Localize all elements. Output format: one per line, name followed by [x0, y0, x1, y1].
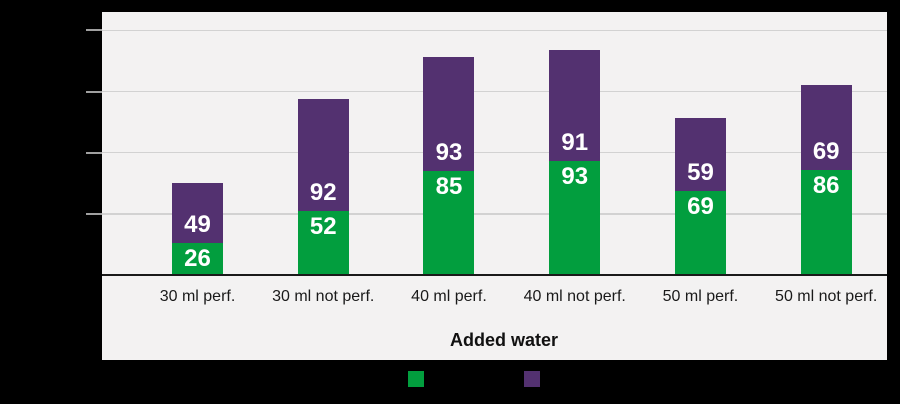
bar-segment-purple: [423, 57, 475, 172]
legend-swatch-purple: [524, 371, 540, 387]
x-axis-title: Added water: [449, 330, 559, 350]
x-axis-category-label: 40 ml not perf.: [523, 288, 626, 305]
legend-swatch-green: [408, 371, 424, 387]
x-axis-category-label: 40 ml perf.: [411, 288, 487, 305]
bar-segment-purple: [297, 98, 349, 212]
y-axis-tick: [86, 90, 102, 93]
x-axis-category-label: 30 ml perf.: [159, 288, 236, 305]
value-label-green: 85: [435, 173, 463, 201]
value-label-green: 69: [687, 192, 714, 220]
x-axis-category-label: 30 ml not perf.: [272, 288, 375, 305]
y-gridline: [102, 151, 887, 154]
y-axis-tick: [86, 151, 102, 154]
chart-area-background: [102, 12, 887, 360]
value-label-green: 26: [184, 245, 211, 273]
x-axis-category-label: 50 ml perf.: [662, 288, 739, 305]
value-label-green: 93: [561, 163, 589, 191]
y-gridline: [102, 29, 887, 32]
value-label-purple: 92: [309, 179, 337, 207]
x-axis-category-label: 50 ml not perf.: [775, 288, 878, 305]
y-gridline: [102, 213, 887, 215]
value-label-purple: 93: [435, 139, 463, 167]
bar-group: 49 26: [172, 12, 223, 275]
bar-segment-purple: [674, 118, 726, 191]
bar-group: 92 52: [297, 12, 349, 275]
value-label-purple: 91: [561, 129, 589, 157]
value-label-purple: 69: [812, 137, 840, 165]
y-axis-tick: [86, 29, 102, 32]
x-axis-line: [102, 273, 887, 276]
y-gridline: [102, 90, 887, 93]
plot-area: 49 26 92 52 93 85 91 93 59 69 69 86: [102, 12, 887, 275]
value-label-green: 86: [812, 171, 840, 199]
bar-segment-green: [549, 161, 601, 275]
value-label-purple: 59: [687, 158, 714, 186]
bar-segment-green: [297, 211, 349, 275]
y-axis-tick: [86, 212, 102, 215]
bar-group: 59 69: [674, 12, 726, 275]
value-label-purple: 49: [184, 211, 211, 239]
value-label-green: 52: [309, 213, 337, 241]
bar-segment-purple: [172, 183, 223, 244]
bar-group: 93 85: [423, 12, 475, 275]
bar-segment-purple: [800, 85, 852, 170]
bar-segment-purple: [549, 49, 601, 162]
bar-group: 91 93: [549, 12, 601, 275]
bar-segment-green: [172, 243, 223, 275]
bar-group: 69 86: [800, 12, 852, 275]
bar-segment-green: [423, 171, 475, 275]
bar-segment-green: [800, 169, 852, 275]
bar-segment-green: [674, 190, 726, 275]
